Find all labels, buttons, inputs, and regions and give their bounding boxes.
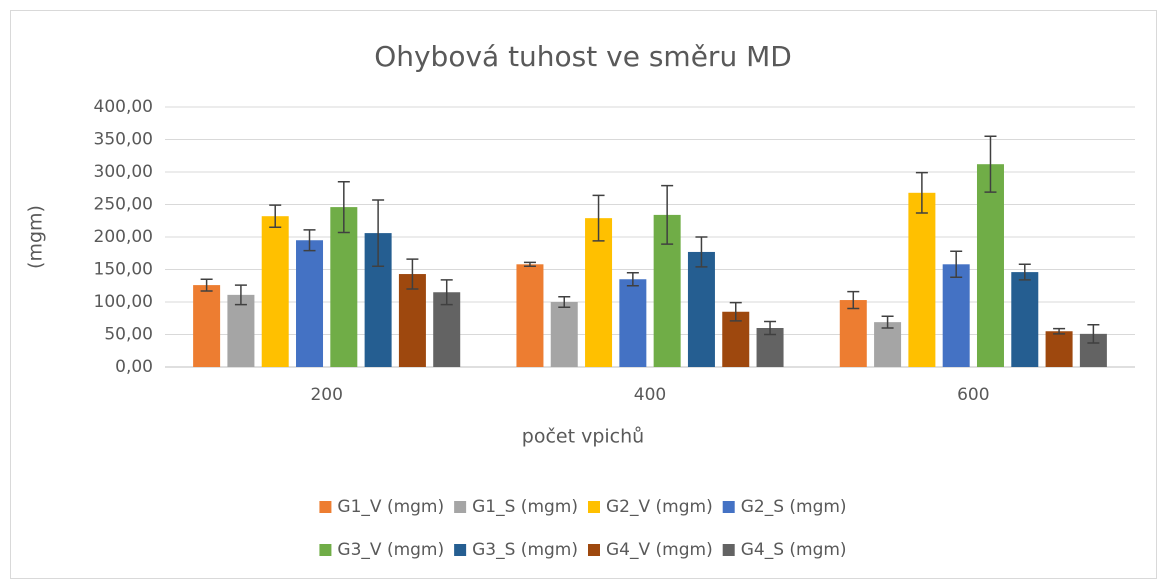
bar (839, 300, 867, 367)
error-bar (234, 284, 247, 306)
bar (550, 302, 578, 367)
error-bar (881, 315, 894, 329)
legend-label: G1_V (mgm) (337, 497, 444, 517)
bar (687, 251, 715, 367)
legend-label: G3_S (mgm) (472, 540, 578, 560)
bar (330, 207, 358, 367)
legend-swatch (319, 501, 332, 513)
chart-title: Ohybová tuhost ve směru MD (374, 40, 792, 73)
bar (193, 285, 221, 367)
legend-label: G3_V (mgm) (337, 540, 444, 560)
y-tick-label: 50,00 (104, 325, 153, 345)
error-bar (847, 290, 860, 310)
legend-label: G4_S (mgm) (741, 540, 847, 560)
legend-swatch (588, 544, 600, 556)
y-tick-label: 200,00 (94, 227, 153, 247)
error-bar (626, 272, 639, 287)
x-tick-label: 200 (310, 385, 342, 405)
y-tick-label: 300,00 (94, 162, 153, 182)
error-bar (523, 261, 536, 267)
legend-label: G2_S (mgm) (741, 497, 847, 517)
y-axis-title: (mgm) (25, 205, 47, 269)
legend-swatch (454, 544, 467, 556)
bar (1045, 331, 1073, 367)
y-tick-label: 100,00 (94, 292, 153, 312)
bar (619, 279, 647, 367)
bar (585, 218, 613, 367)
error-bar (950, 250, 963, 279)
error-bar (440, 279, 453, 306)
error-bar (984, 135, 997, 193)
bar (261, 216, 289, 367)
bar (942, 264, 970, 367)
legend-swatch (722, 501, 735, 513)
error-bar (406, 258, 419, 290)
bar (874, 322, 902, 367)
legend-label: G4_V (mgm) (606, 540, 713, 560)
x-tick-label: 600 (957, 385, 989, 405)
error-bar (200, 278, 213, 292)
bar (296, 240, 324, 367)
legend-swatch (588, 501, 600, 513)
error-bar (695, 236, 708, 268)
error-bar (558, 296, 571, 308)
legend-label: G1_S (mgm) (472, 497, 578, 517)
error-bar (372, 199, 385, 267)
error-bar (592, 194, 605, 242)
legend-label: G2_V (mgm) (606, 497, 713, 517)
error-bar (337, 181, 350, 234)
y-tick-label: 400,00 (94, 97, 153, 117)
error-bar (1053, 327, 1066, 335)
bar (976, 164, 1004, 367)
x-tick-label: 400 (634, 385, 666, 405)
error-bar (764, 320, 777, 336)
bar (516, 264, 544, 367)
legend-swatch (454, 501, 467, 513)
error-bar (303, 229, 316, 252)
bar (227, 294, 255, 367)
legend-swatch (319, 544, 332, 556)
error-bar (1018, 263, 1031, 281)
y-tick-label: 150,00 (94, 260, 153, 280)
error-bar (269, 204, 282, 228)
bar (1011, 272, 1039, 367)
y-tick-label: 250,00 (94, 195, 153, 215)
y-tick-label: 350,00 (94, 130, 153, 150)
x-axis-title: počet vpichů (522, 426, 644, 448)
y-tick-label: 0,00 (115, 357, 153, 377)
error-bar (915, 171, 928, 214)
error-bar (729, 301, 742, 322)
legend-swatch (722, 544, 735, 556)
bar (908, 192, 936, 367)
error-bar (661, 184, 674, 245)
error-bar (1087, 324, 1100, 344)
